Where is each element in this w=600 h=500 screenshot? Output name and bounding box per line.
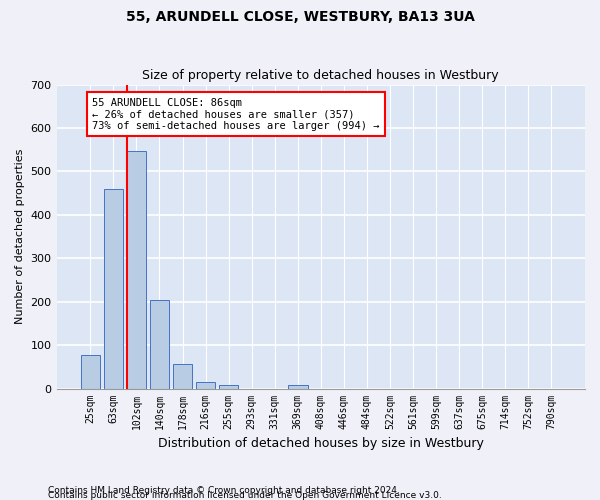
Bar	[173, 364, 193, 388]
Y-axis label: Number of detached properties: Number of detached properties	[15, 149, 25, 324]
Title: Size of property relative to detached houses in Westbury: Size of property relative to detached ho…	[142, 69, 499, 82]
Bar	[149, 300, 169, 388]
Bar	[80, 354, 100, 388]
Text: Contains public sector information licensed under the Open Government Licence v3: Contains public sector information licen…	[48, 491, 442, 500]
Text: 55, ARUNDELL CLOSE, WESTBURY, BA13 3UA: 55, ARUNDELL CLOSE, WESTBURY, BA13 3UA	[125, 10, 475, 24]
Bar	[288, 385, 308, 388]
X-axis label: Distribution of detached houses by size in Westbury: Distribution of detached houses by size …	[158, 437, 484, 450]
Bar	[219, 385, 238, 388]
Text: 55 ARUNDELL CLOSE: 86sqm
← 26% of detached houses are smaller (357)
73% of semi-: 55 ARUNDELL CLOSE: 86sqm ← 26% of detach…	[92, 98, 380, 131]
Bar	[127, 150, 146, 388]
Text: Contains HM Land Registry data © Crown copyright and database right 2024.: Contains HM Land Registry data © Crown c…	[48, 486, 400, 495]
Bar	[196, 382, 215, 388]
Bar	[104, 189, 123, 388]
